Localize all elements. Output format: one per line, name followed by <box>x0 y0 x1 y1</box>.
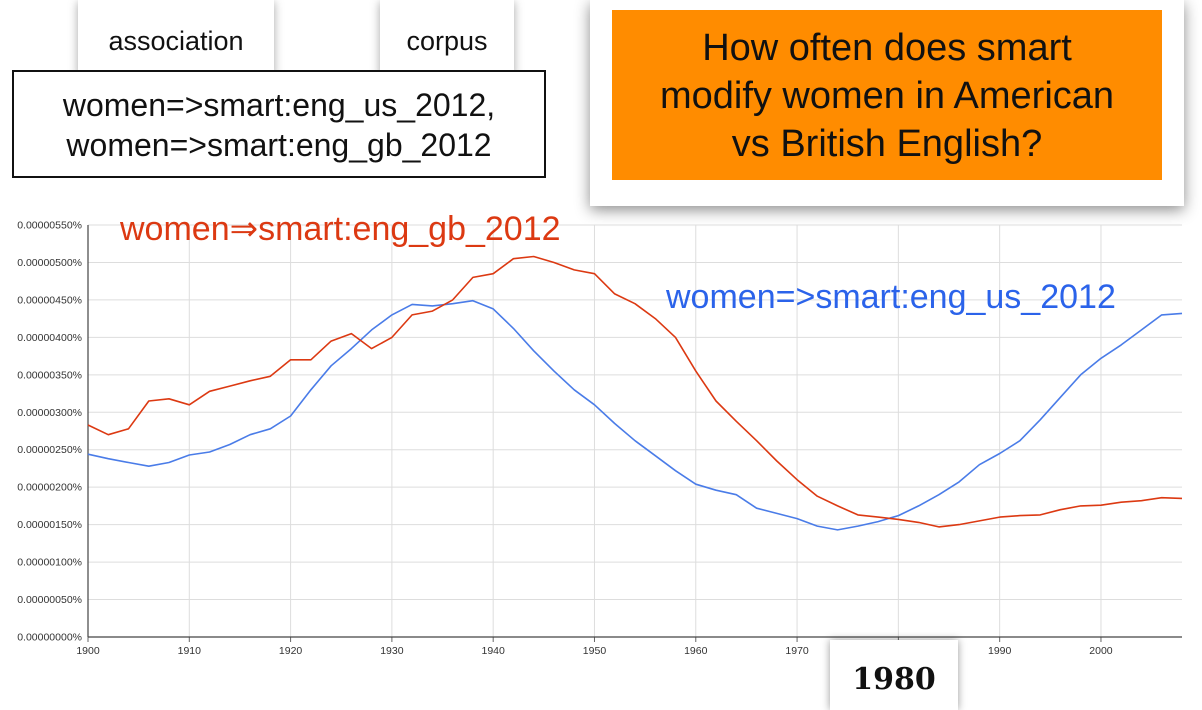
question-line-2: modify women in American <box>659 75 1115 117</box>
y-tick-label: 0.00000250% <box>17 444 82 456</box>
series-line-gb <box>87 255 1183 528</box>
y-tick-label: 0.00000350% <box>17 369 82 381</box>
y-tick-label: 0.00000450% <box>17 294 82 306</box>
query-box: women=>smart:eng_us_2012, women=>smart:e… <box>12 70 546 178</box>
x-tick-label: 1940 <box>482 645 506 657</box>
question-line-1: How often does smart <box>702 27 1072 69</box>
y-tick-label: 0.00000400% <box>17 332 82 344</box>
query-line-us: women=>smart:eng_us_2012, <box>62 87 496 123</box>
x-tick-label: 1920 <box>279 645 303 657</box>
y-tick-label: 0.00000100% <box>17 557 82 569</box>
x-tick-label: 1930 <box>380 645 404 657</box>
query-line-gb: women=>smart:eng_gb_2012 <box>66 127 492 163</box>
tab-corpus: corpus <box>380 0 514 76</box>
year-callout: 1980 <box>830 640 958 710</box>
series-layer <box>87 255 1183 531</box>
ngram-chart: 0.00000000% 0.00000050% 0.00000100% 0.00000… <box>17 210 1183 657</box>
y-tick-label: 0.00000050% <box>17 594 82 606</box>
x-tick-label: 1900 <box>76 645 100 657</box>
x-tick-label: 1910 <box>178 645 202 657</box>
series-line-us <box>87 299 1183 531</box>
question-line-3: vs British English? <box>731 123 1043 165</box>
y-tick-label: 0.00000200% <box>17 482 82 494</box>
series-label-us: women=>smart:eng_us_2012 <box>665 278 1116 316</box>
series-label-gb: women⇒smart:eng_gb_2012 <box>119 210 561 248</box>
x-tick-label: 2000 <box>1089 645 1113 657</box>
tab-association: association <box>78 0 274 76</box>
question-panel: How often does smart modify women in Ame… <box>612 10 1162 180</box>
x-tick-label: 1950 <box>583 645 607 657</box>
y-tick-label: 0.00000500% <box>17 257 82 269</box>
y-tick-label: 0.00000300% <box>17 407 82 419</box>
y-tick-label: 0.00000550% <box>17 220 82 232</box>
x-tick-label: 1960 <box>684 645 708 657</box>
x-tick-label: 1990 <box>988 645 1012 657</box>
grid-layer: 0.00000000% 0.00000050% 0.00000100% 0.00000… <box>17 220 1182 657</box>
y-tick-label: 0.00000000% <box>17 632 82 644</box>
y-tick-label: 0.00000150% <box>17 519 82 531</box>
question-card: How often does smart modify women in Ame… <box>590 0 1184 206</box>
x-tick-label: 1970 <box>785 645 809 657</box>
